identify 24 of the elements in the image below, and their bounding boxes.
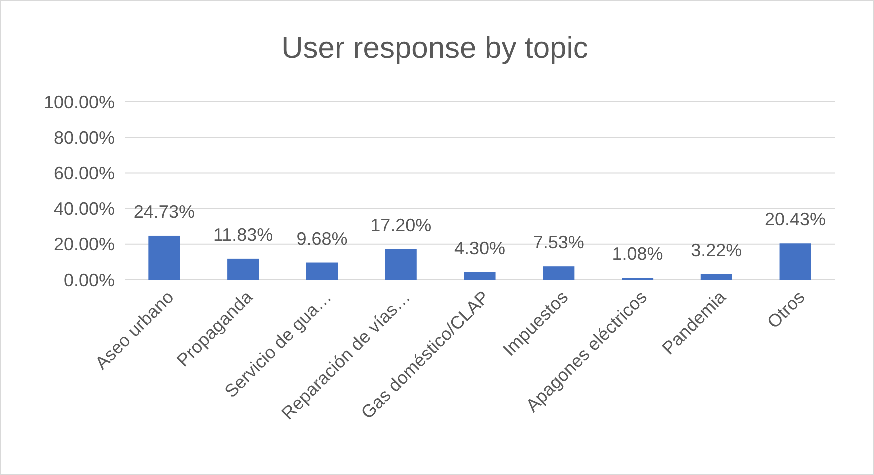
chart-title: User response by topic <box>282 32 588 65</box>
data-label: 24.73% <box>134 202 195 222</box>
data-label: 17.20% <box>370 215 432 236</box>
data-label: 4.30% <box>454 238 506 258</box>
y-tick-label: 20.00% <box>54 234 115 255</box>
y-tick-label: 80.00% <box>54 128 115 148</box>
data-label: 7.53% <box>533 232 584 253</box>
bar <box>700 274 732 280</box>
data-label: 1.08% <box>612 244 664 264</box>
bar <box>464 272 496 280</box>
y-tick-label: 0.00% <box>64 270 115 290</box>
bar <box>385 249 417 280</box>
bar <box>228 258 260 280</box>
bar <box>148 236 180 280</box>
data-label: 3.22% <box>691 240 742 260</box>
y-tick-label: 100.00% <box>44 92 115 112</box>
bar <box>543 266 575 280</box>
bar <box>306 262 338 280</box>
data-label: 11.83% <box>213 224 274 245</box>
bar <box>780 244 812 280</box>
data-label: 9.68% <box>296 228 348 249</box>
y-tick-label: 60.00% <box>54 164 115 184</box>
data-label: 20.43% <box>765 210 826 230</box>
y-tick-label: 40.00% <box>54 199 115 220</box>
